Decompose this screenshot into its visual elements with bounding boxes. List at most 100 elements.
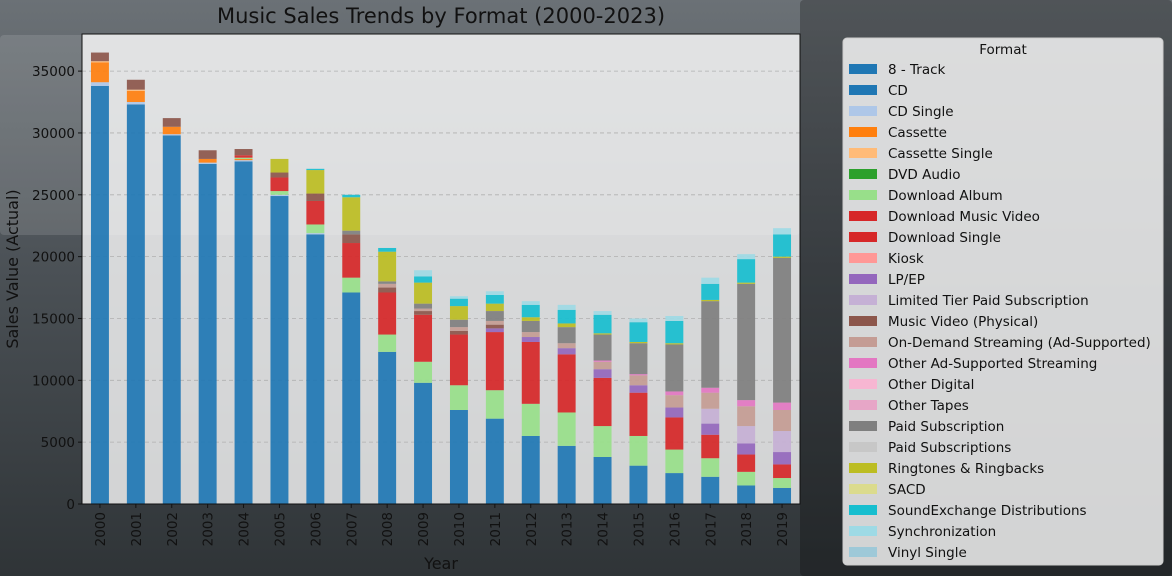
bar-segment: [378, 281, 397, 284]
legend-swatch: [849, 64, 877, 74]
x-axis: 2000 2001 2002 2003 2004 2005 2006 2007 2008 2009…: [93, 504, 791, 546]
bar-segment: [449, 319, 468, 328]
bar-segment: [557, 343, 576, 349]
legend-item-label: Cassette Single: [888, 146, 993, 162]
legend-item-label: DVD Audio: [888, 167, 960, 183]
bar-segment: [449, 327, 468, 331]
bar-segment: [485, 390, 504, 419]
legend-item-label: Cassette: [888, 125, 947, 141]
legend-item-label: Download Music Video: [888, 209, 1040, 225]
bar-segment: [737, 283, 756, 401]
bar-segment: [521, 332, 540, 338]
bar-segment: [629, 375, 648, 386]
plot-frame: [81, 33, 801, 505]
x-tick-label: 2007: [344, 512, 360, 546]
bar-segment: [557, 354, 576, 413]
bar-segment: [521, 403, 540, 436]
y-axis: 0 5000 10000 15000 20000 25000 30000 35000: [32, 64, 82, 513]
bar-segment: [665, 417, 684, 450]
bar-segment: [306, 233, 325, 235]
bar-segment: [198, 162, 217, 164]
bar-segment: [90, 82, 109, 86]
bar-segment: [485, 418, 504, 504]
bar-segment: [306, 224, 325, 234]
bar-segment: [162, 118, 181, 127]
legend-item-label: Other Digital: [888, 377, 974, 393]
bar-segment: [665, 344, 684, 392]
plot-area: [82, 34, 800, 504]
x-tick-label: 2008: [380, 512, 396, 546]
x-tick-label: 2009: [416, 512, 432, 546]
legend-item-label: Music Video (Physical): [888, 314, 1038, 330]
bar-segment: [306, 168, 325, 171]
bar-segment: [485, 332, 504, 391]
bar-segment: [90, 62, 109, 83]
bar-segment: [126, 90, 145, 103]
bar-segment: [485, 324, 504, 329]
bar-segment: [90, 61, 109, 63]
bar-segment: [593, 360, 612, 362]
legend-swatch: [849, 484, 877, 494]
legend-item-label: Limited Tier Paid Subscription: [888, 293, 1089, 309]
bar-segment: [449, 298, 468, 307]
bar-segment: [593, 311, 612, 315]
legend-swatch: [849, 379, 877, 389]
bar-segment: [306, 234, 325, 505]
bar-segment: [665, 449, 684, 474]
legend-item-label: Paid Subscription: [888, 419, 1004, 435]
bar-segment: [773, 228, 792, 235]
bar-segment: [773, 464, 792, 479]
bar-segment: [557, 309, 576, 324]
x-tick-label: 2017: [703, 512, 719, 546]
bar-segment: [665, 391, 684, 396]
bar-segment: [557, 412, 576, 446]
bar-segment: [737, 485, 756, 504]
bar-segment: [414, 361, 433, 383]
bar-segment: [126, 89, 145, 91]
bar-segment: [342, 197, 361, 231]
bar-segment: [270, 196, 289, 505]
bar-segment: [198, 158, 217, 163]
legend-swatch: [849, 316, 877, 326]
bar-segment: [701, 387, 720, 393]
bar-segment: [90, 85, 109, 505]
legend-item-label: Download Single: [888, 230, 1001, 246]
legend-swatch: [849, 463, 877, 473]
bar-segment: [593, 457, 612, 504]
legend-swatch: [849, 337, 877, 347]
bar-segment: [378, 287, 397, 293]
bar-segment: [593, 377, 612, 427]
bar-segment: [126, 104, 145, 504]
bar-segment: [701, 408, 720, 424]
bar-segment: [773, 478, 792, 488]
bar-segment: [629, 435, 648, 466]
bar-segment: [737, 259, 756, 283]
bar-segment: [701, 277, 720, 284]
legend-swatch: [849, 358, 877, 368]
bar-segment: [234, 155, 253, 158]
bar-segment: [414, 276, 433, 283]
legend-swatch: [849, 85, 877, 95]
bar-segment: [773, 452, 792, 465]
chart-title: Music Sales Trends by Format (2000-2023): [217, 4, 665, 28]
x-tick-label: 2001: [129, 512, 145, 546]
bar-segment: [234, 160, 253, 162]
x-tick-label: 2011: [488, 512, 504, 546]
bar-segment: [342, 230, 361, 235]
bar-segment: [270, 194, 289, 197]
bar-segment: [701, 423, 720, 435]
bar-segment: [449, 334, 468, 386]
legend-item-label: SACD: [888, 482, 926, 498]
bar-segment: [270, 172, 289, 178]
bar-segment: [90, 52, 109, 62]
y-tick-label: 15000: [32, 311, 75, 327]
legend-swatch: [849, 106, 877, 116]
bar-segment: [593, 314, 612, 334]
y-tick-label: 5000: [41, 435, 75, 451]
legend: 8 - Track CD CD Single Cassette Cassette Sin…: [849, 62, 1151, 561]
bar-segment: [449, 410, 468, 504]
legend-swatch: [849, 400, 877, 410]
bar-segment: [126, 102, 145, 105]
bar-segment: [773, 234, 792, 257]
bar-segment: [773, 487, 792, 504]
